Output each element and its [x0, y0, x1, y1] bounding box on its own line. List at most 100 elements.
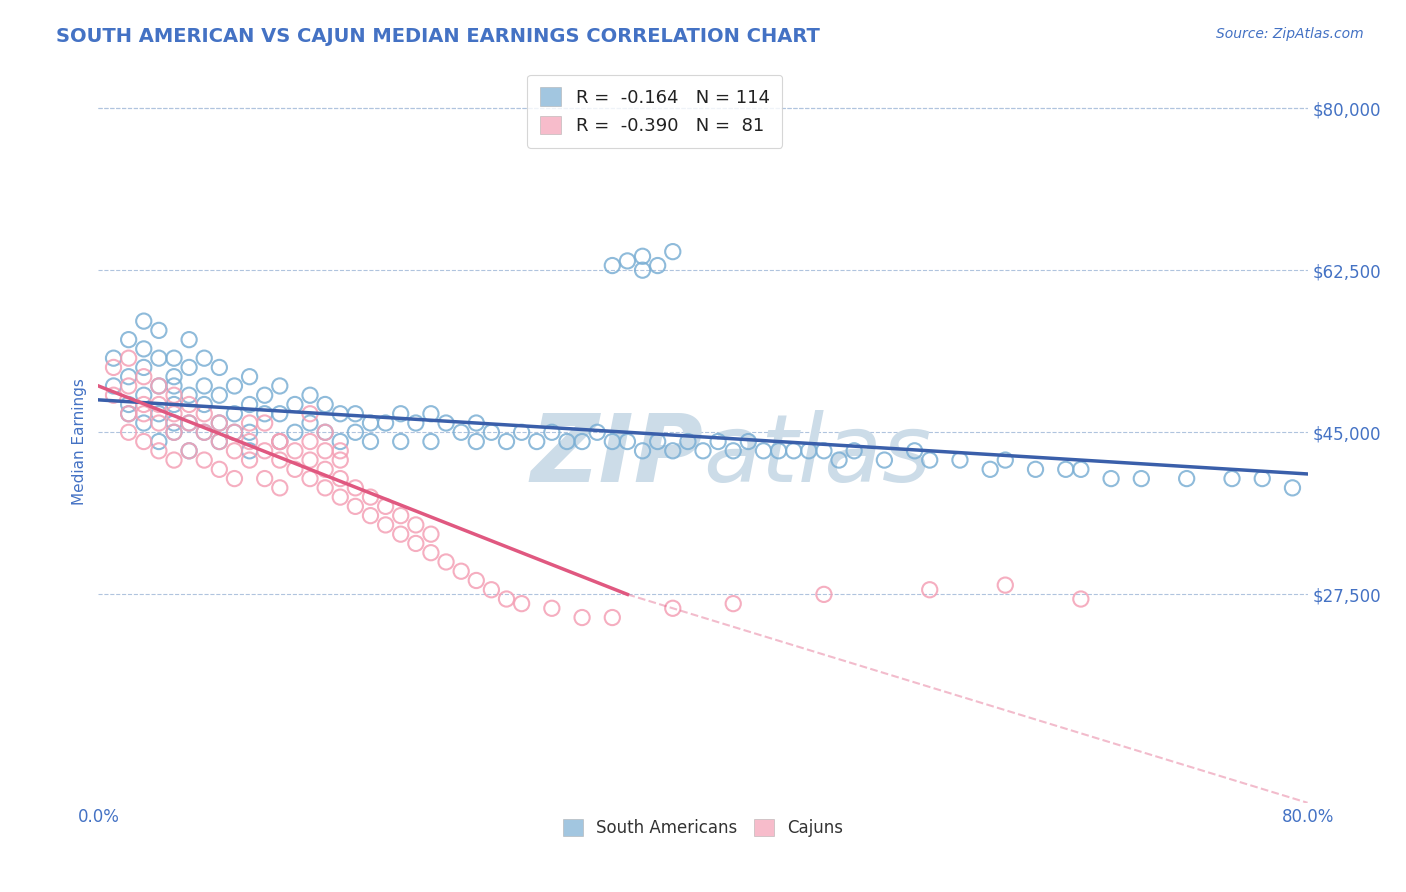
- Point: [208, 360, 231, 375]
- Point: [179, 388, 201, 402]
- Point: [239, 425, 262, 440]
- Point: [360, 490, 382, 504]
- Point: [179, 397, 201, 411]
- Point: [132, 397, 155, 411]
- Point: [284, 397, 307, 411]
- Point: [299, 407, 322, 421]
- Point: [103, 388, 125, 402]
- Point: [193, 397, 215, 411]
- Point: [329, 407, 352, 421]
- Point: [344, 500, 367, 514]
- Point: [269, 379, 291, 393]
- Point: [132, 369, 155, 384]
- Point: [1251, 472, 1274, 486]
- Point: [239, 416, 262, 430]
- Point: [284, 425, 307, 440]
- Point: [179, 443, 201, 458]
- Point: [661, 244, 683, 259]
- Point: [360, 416, 382, 430]
- Text: atlas: atlas: [703, 410, 931, 501]
- Point: [193, 453, 215, 467]
- Point: [994, 453, 1017, 467]
- Point: [193, 379, 215, 393]
- Point: [631, 249, 654, 263]
- Point: [132, 407, 155, 421]
- Point: [1070, 462, 1092, 476]
- Point: [148, 407, 170, 421]
- Point: [163, 425, 186, 440]
- Point: [193, 351, 215, 366]
- Point: [239, 443, 262, 458]
- Point: [1070, 592, 1092, 607]
- Point: [299, 388, 322, 402]
- Point: [269, 481, 291, 495]
- Point: [1054, 462, 1077, 476]
- Point: [118, 369, 141, 384]
- Point: [163, 453, 186, 467]
- Point: [1281, 481, 1303, 495]
- Point: [253, 407, 276, 421]
- Point: [647, 434, 669, 449]
- Point: [132, 360, 155, 375]
- Point: [844, 443, 866, 458]
- Point: [374, 517, 396, 532]
- Point: [253, 443, 276, 458]
- Text: SOUTH AMERICAN VS CAJUN MEDIAN EARNINGS CORRELATION CHART: SOUTH AMERICAN VS CAJUN MEDIAN EARNINGS …: [56, 27, 820, 45]
- Point: [949, 453, 972, 467]
- Point: [284, 443, 307, 458]
- Point: [602, 434, 624, 449]
- Point: [163, 379, 186, 393]
- Point: [118, 397, 141, 411]
- Point: [148, 379, 170, 393]
- Point: [420, 407, 443, 421]
- Point: [510, 597, 533, 611]
- Point: [132, 434, 155, 449]
- Point: [481, 582, 503, 597]
- Point: [269, 434, 291, 449]
- Point: [405, 536, 427, 550]
- Point: [239, 434, 262, 449]
- Point: [616, 253, 638, 268]
- Point: [193, 425, 215, 440]
- Point: [148, 443, 170, 458]
- Point: [163, 351, 186, 366]
- Point: [723, 597, 745, 611]
- Point: [163, 397, 186, 411]
- Text: Source: ZipAtlas.com: Source: ZipAtlas.com: [1216, 27, 1364, 41]
- Point: [723, 443, 745, 458]
- Point: [148, 434, 170, 449]
- Point: [208, 388, 231, 402]
- Point: [179, 333, 201, 347]
- Point: [163, 425, 186, 440]
- Point: [329, 443, 352, 458]
- Point: [873, 453, 896, 467]
- Point: [389, 527, 412, 541]
- Point: [465, 416, 488, 430]
- Point: [148, 416, 170, 430]
- Point: [163, 407, 186, 421]
- Point: [208, 416, 231, 430]
- Point: [118, 379, 141, 393]
- Point: [813, 587, 835, 601]
- Point: [193, 407, 215, 421]
- Point: [797, 443, 820, 458]
- Point: [118, 407, 141, 421]
- Point: [661, 443, 683, 458]
- Point: [360, 508, 382, 523]
- Point: [602, 610, 624, 624]
- Point: [979, 462, 1001, 476]
- Point: [918, 453, 941, 467]
- Point: [465, 574, 488, 588]
- Point: [420, 527, 443, 541]
- Point: [299, 453, 322, 467]
- Point: [434, 555, 457, 569]
- Point: [510, 425, 533, 440]
- Point: [179, 443, 201, 458]
- Point: [571, 610, 593, 624]
- Point: [329, 434, 352, 449]
- Point: [253, 472, 276, 486]
- Point: [389, 508, 412, 523]
- Point: [329, 490, 352, 504]
- Point: [768, 443, 790, 458]
- Point: [344, 481, 367, 495]
